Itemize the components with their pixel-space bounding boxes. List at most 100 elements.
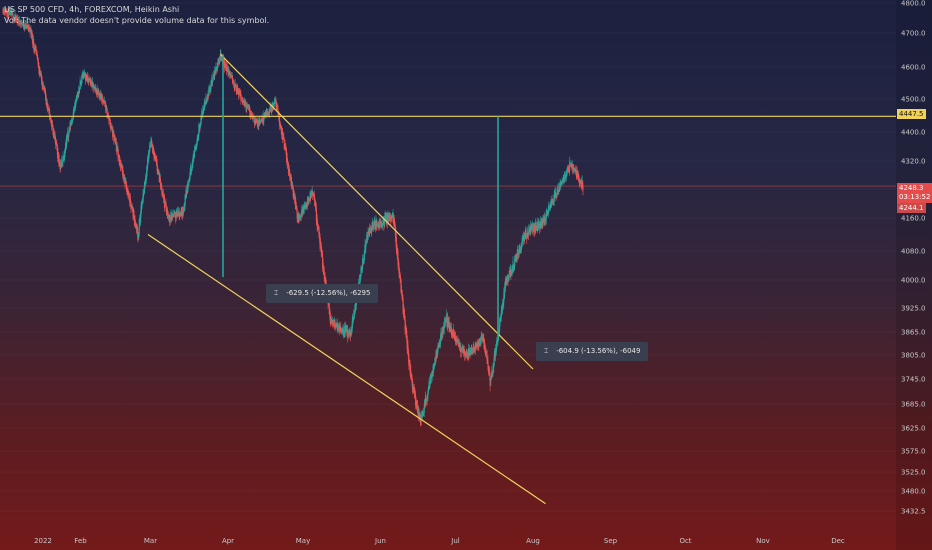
candle-body [361, 269, 363, 270]
candle-body [487, 365, 489, 371]
candle-body [169, 217, 171, 222]
candle-body [219, 58, 221, 60]
candle-body [5, 11, 7, 14]
y-tick-label: 4320.0 [901, 158, 926, 166]
candle-body [41, 80, 43, 87]
candle-body [415, 399, 417, 406]
candle-body [564, 174, 566, 176]
candle-body [544, 218, 546, 221]
candle-body [365, 241, 367, 248]
candle-body [507, 278, 509, 282]
candle-body [467, 354, 469, 359]
candle-body [62, 155, 64, 162]
candle-body [456, 340, 458, 342]
candle-body [432, 375, 434, 377]
candle-body [396, 243, 398, 253]
candle-body [308, 200, 310, 201]
candle-body [298, 216, 300, 222]
x-tick-label: Feb [74, 537, 87, 545]
trendline-upper[interactable] [220, 53, 534, 370]
candle-body [152, 147, 154, 151]
y-tick-label: 3525.0 [901, 469, 926, 477]
candle-body [500, 316, 502, 319]
candle-body [426, 400, 428, 402]
candle-body [206, 98, 208, 101]
range-icon: ⌶ [274, 289, 279, 297]
candle-body [77, 96, 79, 98]
candle-body [75, 96, 77, 103]
candle-body [286, 152, 288, 161]
candle-body [261, 119, 263, 122]
candle-body [286, 156, 288, 166]
candle-body [306, 205, 308, 207]
trendline-lower[interactable] [147, 234, 546, 505]
candle-body [118, 155, 120, 164]
candle-body [253, 117, 255, 123]
candle-body [582, 185, 584, 191]
candle-body [20, 22, 22, 24]
candle-body [139, 219, 141, 227]
candle-body [406, 331, 408, 341]
candle-body [473, 346, 475, 351]
candle-body [8, 11, 10, 13]
candle-body [58, 156, 60, 163]
candle-body [82, 75, 84, 79]
candle-body [432, 366, 434, 376]
candle-body [341, 331, 343, 332]
range-icon: ⌶ [544, 347, 549, 355]
candle-body [517, 250, 519, 257]
candle-body [13, 18, 15, 20]
candle-body [309, 198, 311, 200]
candle-body [472, 352, 474, 354]
candle-body [197, 137, 199, 139]
candle-body [112, 128, 114, 137]
candle-body [493, 353, 495, 365]
candle-body [414, 391, 416, 398]
candle-body [352, 319, 354, 321]
candle-body [27, 25, 29, 28]
candle-body [242, 100, 244, 102]
candle-body [562, 181, 564, 183]
candle-body [174, 211, 176, 217]
candle-body [405, 323, 406, 330]
y-tick-label: 3480.0 [901, 488, 926, 496]
candle-body [349, 329, 351, 334]
candle-body [572, 166, 574, 174]
candle-body [527, 234, 529, 236]
candle-body [536, 226, 538, 228]
candle-body [205, 103, 206, 105]
candle-body [38, 63, 40, 71]
candle-body [200, 116, 202, 122]
candle-body [295, 204, 297, 208]
candle-body [79, 88, 81, 91]
candle-body [187, 184, 189, 193]
candle-body [52, 130, 54, 138]
y-tick-label: 3865.0 [901, 329, 926, 337]
candle-body [391, 216, 393, 219]
candle-body [37, 57, 39, 65]
candle-body [312, 193, 314, 196]
candle-body [44, 87, 46, 93]
candle-body [359, 275, 361, 287]
candle-body [443, 328, 445, 330]
candle-body [410, 373, 412, 377]
candle-body [158, 172, 160, 182]
candle-body [386, 215, 388, 221]
candle-body [366, 239, 368, 241]
candle-body [56, 144, 58, 151]
candle-body [468, 352, 470, 355]
candle-body [547, 213, 549, 214]
candle-body [143, 186, 145, 193]
candle-body [155, 157, 157, 162]
candle-body [450, 327, 452, 335]
candle-body [19, 21, 21, 26]
candle-body [198, 124, 200, 136]
candle-body [323, 269, 325, 272]
candle-body [263, 113, 265, 122]
x-tick-label: Jul [450, 537, 460, 545]
candle-body [520, 251, 521, 253]
candle-body [32, 35, 34, 44]
candle-body [545, 217, 547, 221]
